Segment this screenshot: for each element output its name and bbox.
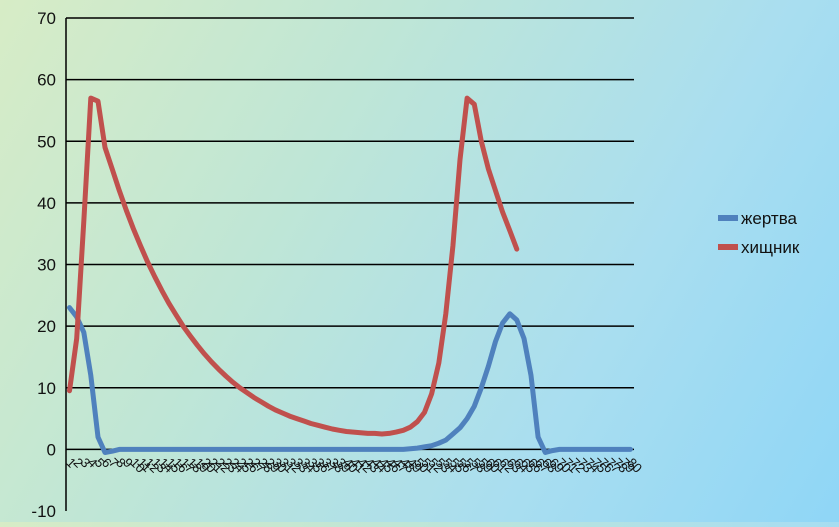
y-tick-label: 30 — [37, 256, 56, 275]
y-tick-label: -10 — [31, 502, 56, 521]
y-tick-label: 40 — [37, 194, 56, 213]
legend-label: жертва — [741, 209, 798, 228]
y-tick-label: 10 — [37, 379, 56, 398]
grid-lines — [65, 17, 634, 511]
series-line-prey — [67, 305, 633, 455]
x-axis-ticks: 1234567891011121314151617181920212223242… — [63, 455, 645, 476]
y-tick-label: 0 — [47, 440, 56, 459]
series-lines — [67, 95, 633, 455]
legend-label: хищник — [741, 238, 800, 257]
y-tick-label: 20 — [37, 317, 56, 336]
y-axis-ticks: -10 0 10 20 30 40 50 60 70 — [31, 9, 56, 521]
y-tick-label: 70 — [37, 9, 56, 28]
series-line-predator — [67, 95, 520, 437]
legend: жертва хищник — [718, 209, 800, 257]
y-tick-label: 60 — [37, 71, 56, 90]
y-tick-label: 50 — [37, 132, 56, 151]
